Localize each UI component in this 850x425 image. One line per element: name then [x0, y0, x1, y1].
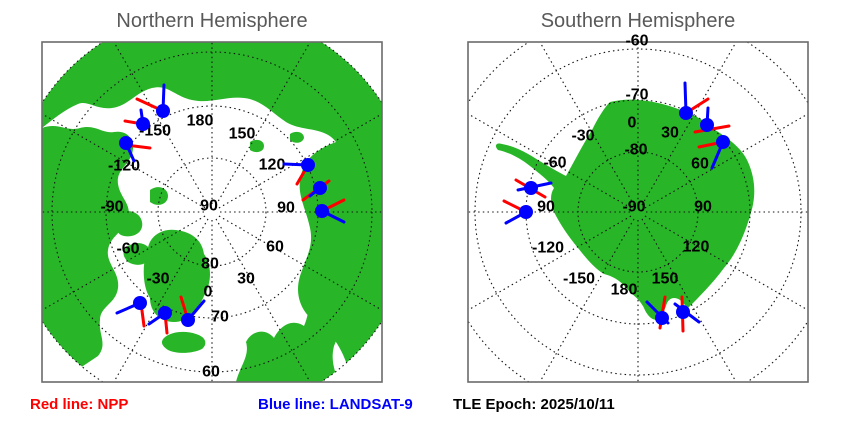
landmass	[495, 99, 755, 320]
graticule-label: -120	[108, 158, 140, 175]
graticule-label: -60	[116, 241, 139, 258]
satellite-position-dot	[158, 306, 172, 320]
satellite-marker	[135, 83, 170, 118]
landmass	[250, 139, 264, 153]
graticule-label: 0	[628, 115, 637, 132]
satellite-marker	[147, 306, 172, 335]
satellite-position-dot	[133, 296, 147, 310]
satellite-position-dot	[181, 313, 195, 327]
satellite-position-dot	[315, 204, 329, 218]
south-map-title: Southern Hemisphere	[540, 10, 736, 32]
latitude-ring	[157, 157, 267, 267]
satellite-marker	[502, 199, 533, 225]
graticule-label: -60	[543, 155, 566, 172]
graticule-label: 90	[537, 199, 555, 216]
satellite-position-dot	[519, 205, 533, 219]
satellite-position-dot	[716, 135, 730, 149]
satellite-marker	[282, 158, 315, 186]
tle-epoch-label: TLE Epoch: 2025/10/11	[453, 396, 615, 413]
satellite-marker	[514, 178, 553, 199]
graticule-label: 90	[277, 200, 295, 217]
satellite-marker	[179, 295, 206, 327]
graticule-label: 60	[202, 364, 220, 381]
landmass	[114, 211, 143, 237]
satellite-marker	[315, 198, 346, 224]
satellite-position-dot	[313, 181, 327, 195]
south-hemisphere-map: -60 -70 0 30 -30 -80 60 -60 90 -90 90 -120 120 -150 15…	[467, 33, 809, 383]
satellite-position-dot	[655, 311, 669, 325]
satellite-position-dot	[679, 106, 693, 120]
graticule-label: -30	[146, 271, 169, 288]
satellite-position-dot	[156, 104, 170, 118]
graticule-label: 70	[211, 309, 229, 326]
satellite-marker	[301, 179, 331, 202]
satellite-marker	[679, 81, 710, 120]
landmass	[150, 187, 168, 205]
graticule-label: 60	[691, 156, 709, 173]
satellite-marker	[697, 135, 730, 170]
satellite-marker	[119, 136, 152, 163]
graticule-label: 180	[187, 113, 214, 130]
landmass	[290, 131, 304, 143]
graticule-label: -150	[563, 271, 595, 288]
satellite-marker	[645, 295, 670, 330]
satellite-position-dot	[700, 118, 714, 132]
graticule-label: -90	[622, 199, 645, 216]
graticule-label: 80	[201, 256, 219, 273]
graticule-label: 120	[259, 157, 286, 174]
north-map-title: Northern Hemisphere	[116, 10, 308, 32]
latitude-ring	[474, 48, 802, 376]
satellite-marker	[693, 106, 731, 134]
graticule-label: -70	[625, 87, 648, 104]
graticule-label: -80	[624, 142, 647, 159]
landmass	[161, 331, 206, 353]
satellite-marker	[673, 295, 701, 333]
legend-blue-landsat9: Blue line: LANDSAT-9	[258, 396, 413, 413]
graticule-label: -30	[571, 128, 594, 145]
satellite-position-dot	[524, 181, 538, 195]
legend-red-npp: Red line: NPP	[30, 396, 129, 413]
graticule-label: 60	[266, 239, 284, 256]
satellite-position-dot	[119, 136, 133, 150]
map-frame	[467, 41, 809, 383]
satellite-marker	[115, 296, 147, 328]
satellite-marker	[123, 108, 150, 131]
satellite-position-dot	[676, 305, 690, 319]
graticule-label: 90	[200, 198, 218, 215]
satellite-position-dot	[301, 158, 315, 172]
graticule-label: -120	[532, 240, 564, 257]
graticule-label: 30	[661, 125, 679, 142]
graticule-label: 30	[237, 271, 255, 288]
landmass	[42, 126, 134, 369]
satellite-position-dot	[136, 117, 150, 131]
graticule-label: 180	[611, 282, 638, 299]
graticule-label: 120	[683, 239, 710, 256]
landmass	[123, 243, 152, 265]
graticule-label: 150	[652, 271, 679, 288]
map-frame	[41, 41, 383, 383]
graticule-label: 90	[694, 199, 712, 216]
landmass	[143, 229, 210, 322]
graticule-label: -90	[100, 199, 123, 216]
latitude-ring	[51, 51, 373, 373]
graticule-label: -60	[625, 33, 648, 50]
landmass	[236, 285, 338, 382]
graticule-label: 150	[229, 126, 256, 143]
graticule-label: 0	[204, 284, 213, 301]
